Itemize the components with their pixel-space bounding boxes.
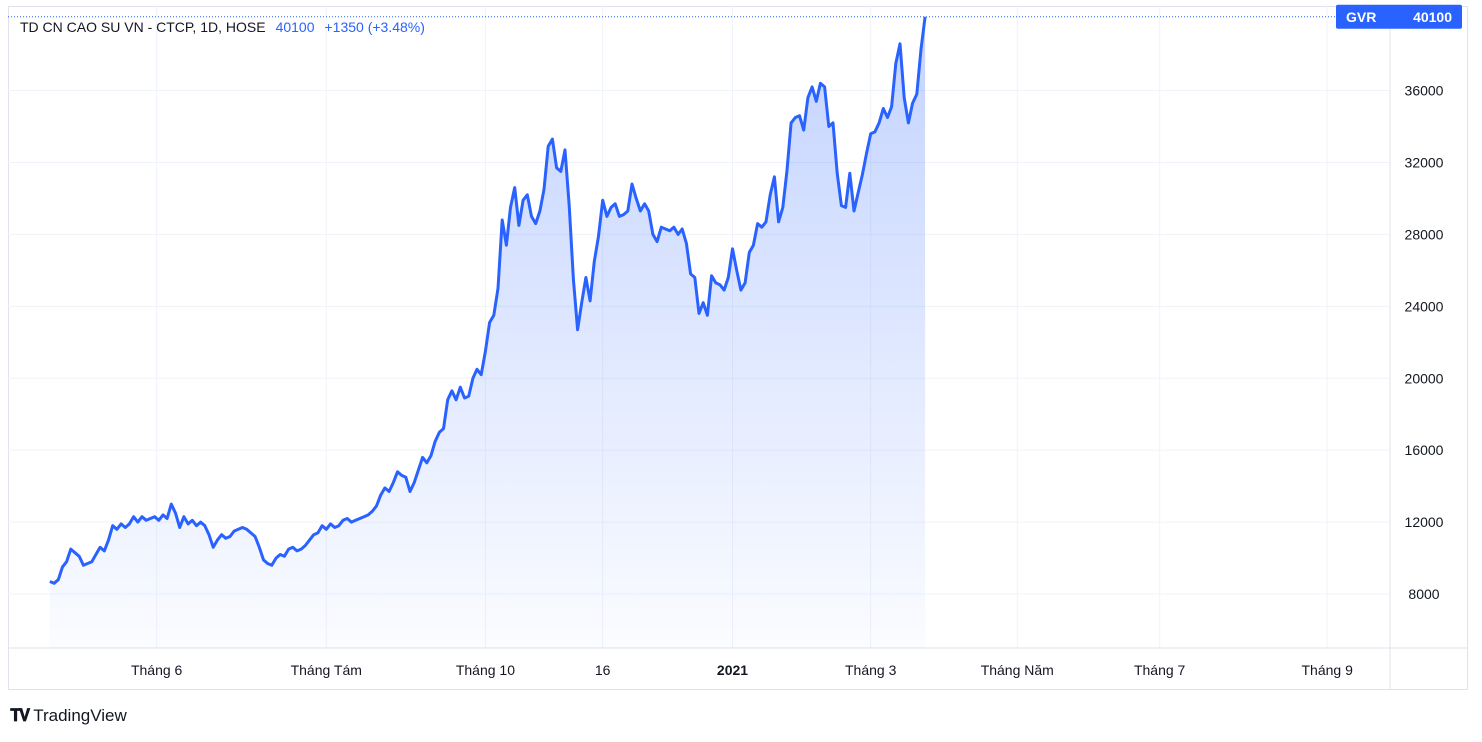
x-tick-label: Tháng Tám — [291, 662, 362, 678]
brand-name: TradingView — [33, 706, 127, 725]
symbol-title: TD CN CAO SU VN - CTCP, 1D, HOSE — [20, 19, 266, 35]
x-tick-label: Tháng 6 — [131, 662, 183, 678]
y-tick-label: 36000 — [1405, 83, 1444, 99]
x-tick-label: 16 — [595, 662, 611, 678]
x-tick-label: Tháng 7 — [1134, 662, 1186, 678]
badge-background — [1336, 4, 1462, 29]
price-change: +1350 (+3.48%) — [324, 19, 425, 35]
x-tick-label: Tháng 3 — [845, 662, 897, 678]
badge-value: 40100 — [1413, 9, 1452, 25]
tradingview-brand[interactable]: 𝐓𝐕 TradingView — [10, 706, 127, 726]
tradingview-logo-icon: 𝐓𝐕 — [10, 706, 30, 726]
y-tick-label: 28000 — [1405, 226, 1444, 242]
y-tick-label: 24000 — [1405, 298, 1444, 314]
x-tick-label: 2021 — [717, 662, 748, 678]
chart-frame — [8, 6, 1468, 690]
time-axis[interactable]: Tháng 6 Tháng Tám Tháng 10 16 2021 Tháng 3 Thá… — [131, 662, 1353, 678]
x-tick-label: Tháng Năm — [981, 662, 1054, 678]
price-area — [49, 16, 926, 649]
chart-legend: TD CN CAO SU VN - CTCP, 1D, HOSE 40100 +… — [20, 19, 425, 35]
y-tick-label: 16000 — [1405, 442, 1444, 458]
badge-ticker: GVR — [1346, 9, 1376, 25]
y-tick-label: 12000 — [1405, 514, 1444, 530]
price-axis[interactable]: 8000 12000 16000 20000 24000 28000 32000 36000 — [1405, 83, 1444, 603]
x-tick-label: Tháng 10 — [456, 662, 515, 678]
y-tick-label: 20000 — [1405, 370, 1444, 386]
last-price-badge: GVR 40100 — [1336, 4, 1462, 29]
y-tick-label: 8000 — [1408, 586, 1439, 602]
y-tick-label: 32000 — [1405, 154, 1444, 170]
x-tick-label: Tháng 9 — [1301, 662, 1353, 678]
price-line — [49, 16, 927, 585]
last-price: 40100 — [275, 19, 315, 35]
